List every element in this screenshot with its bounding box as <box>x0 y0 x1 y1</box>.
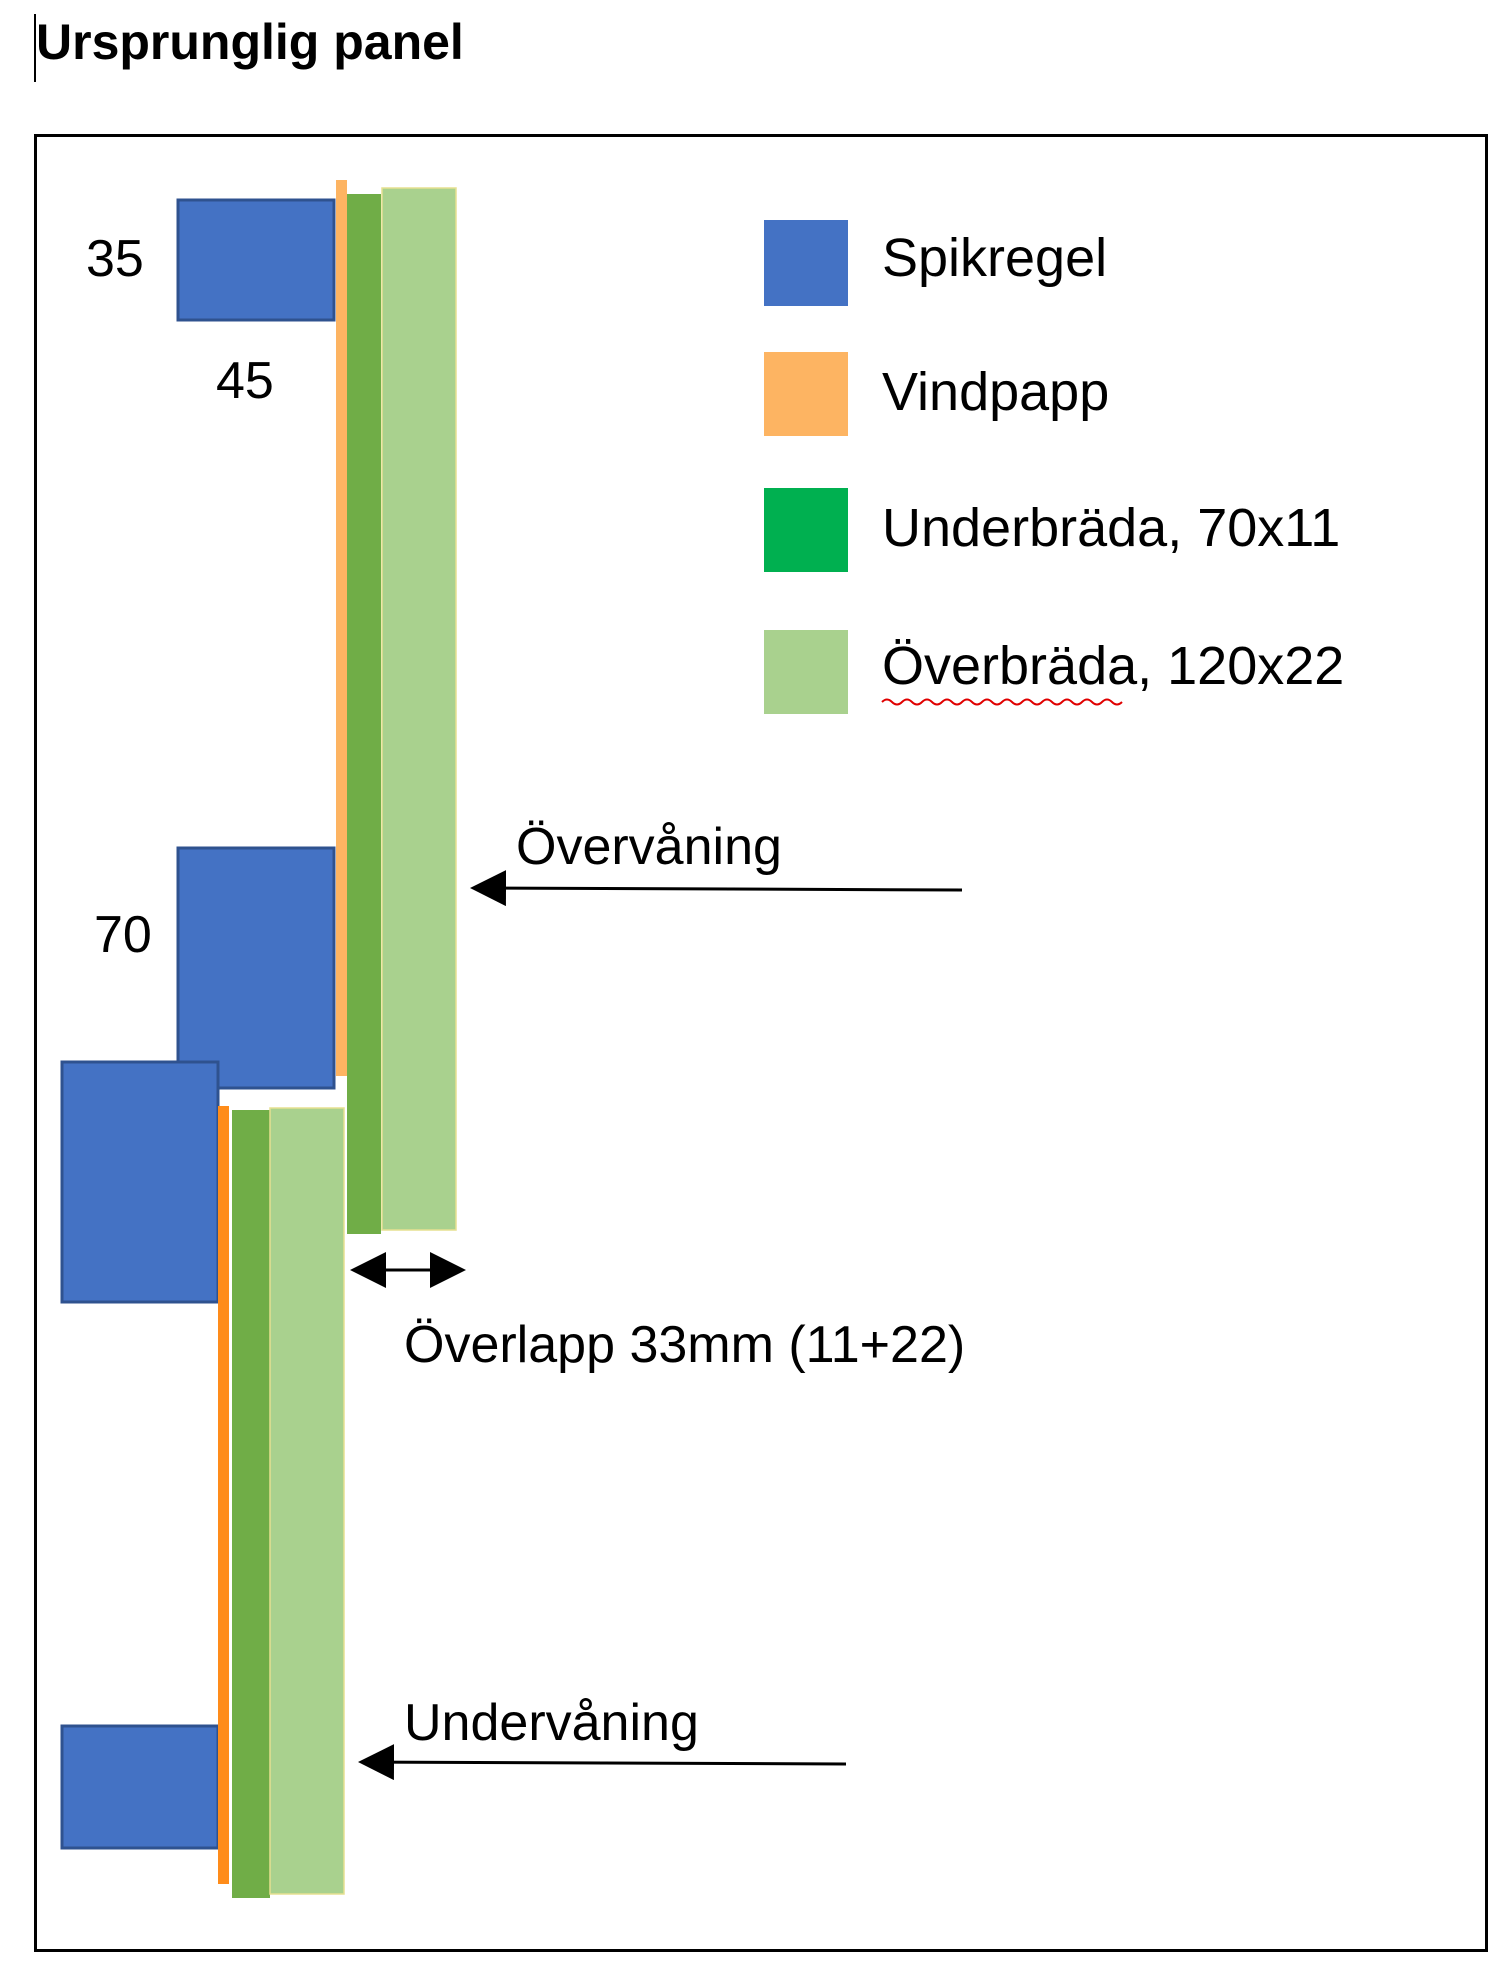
upper-floor-arrow <box>470 870 963 907</box>
legend: Spikregel Vindpapp Underbräda, 70x11 Öve… <box>764 220 1344 714</box>
legend-label-vindpapp: Vindpapp <box>882 362 1109 422</box>
legend-label-underbrada: Underbräda, 70x11 <box>882 498 1340 558</box>
upper-joist <box>176 846 336 1090</box>
legend-swatch-underbrada <box>764 488 848 572</box>
lower-stud-top <box>60 1060 220 1304</box>
page-title: Ursprunglig panel <box>36 14 464 70</box>
lower-over-board <box>269 1107 345 1895</box>
lower-under-board <box>232 1110 270 1898</box>
text-cursor <box>34 14 36 82</box>
joist-size-label: 70 <box>94 906 152 964</box>
legend-swatch-spikregel <box>764 220 848 306</box>
lower-floor-arrow <box>358 1744 847 1781</box>
stud-depth-label: 35 <box>86 230 144 288</box>
legend-swatch-vindpapp <box>764 352 848 436</box>
legend-label-spikregel: Spikregel <box>882 228 1107 288</box>
upper-over-board <box>381 187 457 1231</box>
diagram-frame <box>34 134 1488 1952</box>
spellcheck-underline <box>881 698 1123 706</box>
stud-width-label: 45 <box>216 352 274 410</box>
overlap-label: Överlapp 33mm (11+22) <box>404 1316 965 1374</box>
lower-wind-paper <box>218 1106 229 1884</box>
lower-stud-bottom <box>60 1724 220 1850</box>
legend-label-overbrada: Överbräda, 120x22 <box>882 636 1344 696</box>
upper-wind-paper <box>336 180 347 1076</box>
upper-stud-small <box>176 198 336 322</box>
upper-floor-label: Övervåning <box>516 818 782 876</box>
upper-under-board <box>347 194 381 1234</box>
legend-swatch-overbrada <box>764 630 848 714</box>
lower-floor-label: Undervåning <box>404 1694 699 1752</box>
